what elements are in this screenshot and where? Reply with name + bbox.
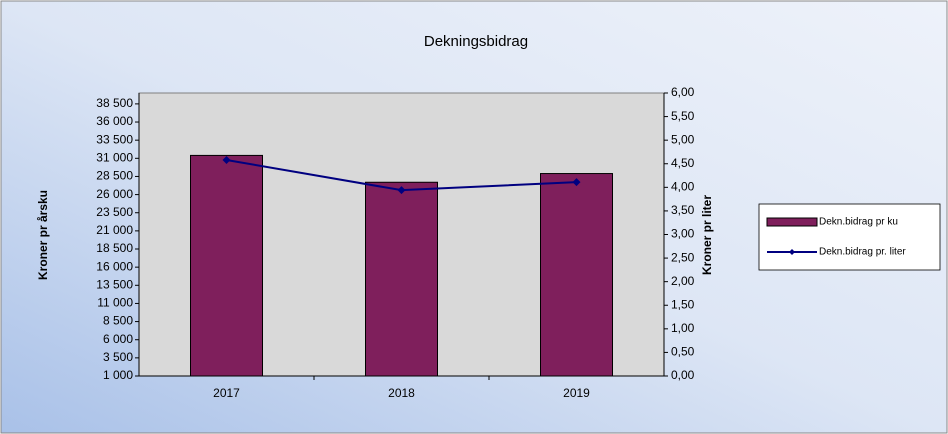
- y-tick-label: 21 000: [96, 223, 133, 237]
- y-tick-label: 23 500: [96, 205, 133, 219]
- y2-tick-label: 3,50: [671, 203, 695, 217]
- y2-tick-label: 0,50: [671, 345, 695, 359]
- legend: [758, 203, 941, 271]
- legend-swatch: [766, 217, 818, 227]
- y-tick-label: 18 500: [96, 241, 133, 255]
- x-tick-label: 2018: [388, 386, 415, 400]
- y2-tick-label: 4,50: [671, 156, 695, 170]
- y-tick-label: 33 500: [96, 132, 133, 146]
- marker: [397, 186, 406, 195]
- bar: [540, 173, 613, 377]
- y2-tick-label: 2,50: [671, 250, 695, 264]
- marker: [222, 155, 231, 164]
- x-tick-label: 2019: [563, 386, 590, 400]
- bar: [365, 181, 438, 377]
- y2-tick-label: 1,00: [671, 321, 695, 335]
- y2-tick-label: 5,50: [671, 109, 695, 123]
- y-tick-label: 38 500: [96, 96, 133, 110]
- y-tick-label: 1 000: [103, 368, 133, 382]
- legend-marker: [789, 249, 795, 255]
- y2-tick-label: 4,00: [671, 180, 695, 194]
- y-tick-label: 36 000: [96, 114, 133, 128]
- y2-tick-label: 2,00: [671, 274, 695, 288]
- y-tick-label: 3 500: [103, 350, 133, 364]
- y-tick-label: 28 500: [96, 169, 133, 183]
- y2-tick-label: 3,00: [671, 227, 695, 241]
- y2-axis-title: Kroner pr liter: [700, 195, 714, 275]
- y-tick-label: 31 000: [96, 150, 133, 164]
- y-tick-label: 13 500: [96, 277, 133, 291]
- legend-label: Dekn.bidrag pr. liter: [819, 247, 906, 258]
- y2-tick-label: 6,00: [671, 85, 695, 99]
- legend-label: Dekn.bidrag pr ku: [819, 217, 898, 228]
- y2-tick-label: 1,50: [671, 297, 695, 311]
- y2-tick-label: 0,00: [671, 368, 695, 382]
- y-tick-label: 6 000: [103, 332, 133, 346]
- marker: [572, 178, 581, 187]
- y-tick-label: 26 000: [96, 187, 133, 201]
- x-tick-label: 2017: [213, 386, 240, 400]
- y-tick-label: 16 000: [96, 259, 133, 273]
- y2-tick-label: 5,00: [671, 132, 695, 146]
- chart-title: Dekningsbidrag: [424, 33, 528, 50]
- y-axis-title: Kroner pr årsku: [36, 190, 50, 280]
- y-tick-label: 8 500: [103, 314, 133, 328]
- bar: [190, 154, 263, 377]
- y-tick-label: 11 000: [97, 296, 133, 310]
